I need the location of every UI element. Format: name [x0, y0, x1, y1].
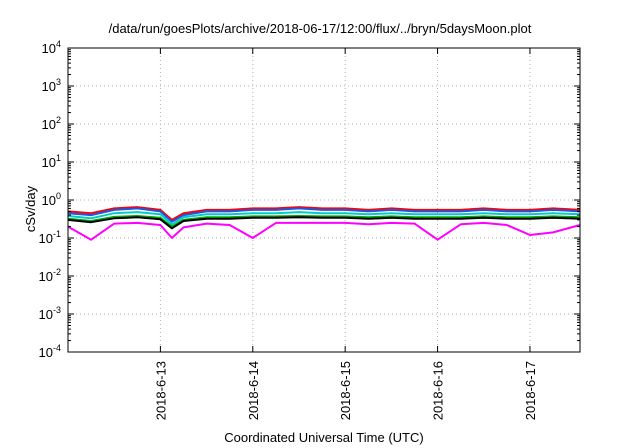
x-tick-label: 2018-6-15 [338, 361, 353, 420]
chart-title: /data/run/goesPlots/archive/2018-06-17/1… [108, 21, 532, 36]
x-axis: 2018-6-13 2018-6-14 2018-6-15 2018-6-16 2018… [153, 48, 538, 420]
x-axis-label: Coordinated Universal Time (UTC) [224, 430, 424, 445]
y-tick-label: 102 [42, 115, 61, 132]
series-line-3 [67, 215, 581, 228]
series-group [67, 206, 581, 241]
series-line-5 [67, 221, 581, 241]
x-tick-label: 2018-6-14 [246, 361, 261, 420]
series-line-4 [67, 216, 581, 230]
y-tick-label: 103 [42, 77, 61, 94]
y-axis: 10-4 10-3 10-2 10-1 100 101 102 103 104 [39, 39, 580, 360]
series-line-1 [67, 207, 581, 223]
x-tick-label: 2018-6-13 [153, 361, 168, 420]
series-line-2 [67, 211, 581, 226]
y-tick-label: 10-4 [39, 343, 61, 360]
y-tick-label: 10-3 [39, 305, 61, 322]
series-line-0 [67, 206, 581, 221]
y-tick-label: 100 [42, 191, 61, 208]
x-tick-label: 2018-6-17 [523, 361, 538, 420]
grid-lines [68, 48, 580, 352]
y-tick-label: 101 [42, 153, 61, 170]
y-axis-label: cSv/day [23, 185, 38, 232]
y-tick-label: 10-2 [39, 267, 61, 284]
x-tick-label: 2018-6-16 [431, 361, 446, 420]
y-tick-label: 10-1 [39, 229, 61, 246]
y-tick-label: 104 [42, 39, 61, 56]
